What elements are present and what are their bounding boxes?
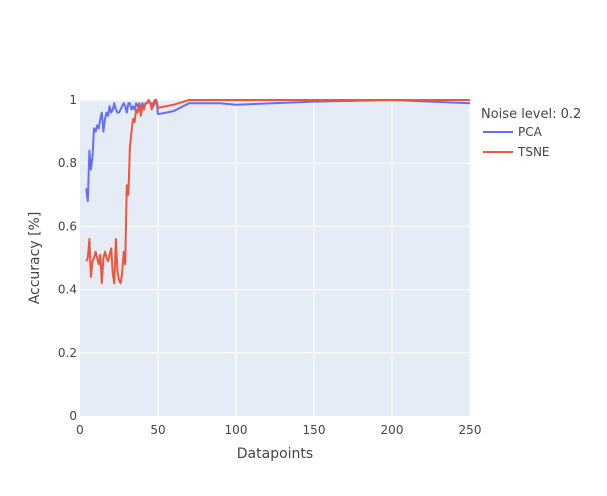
x-axis-ticks: 0 50 100 150 200 250 [76, 423, 481, 437]
y-axis-ticks: 0 0.2 0.4 0.6 0.8 1 [58, 93, 77, 423]
legend-label-tsne: TSNE [517, 145, 550, 159]
x-tick-label: 0 [76, 423, 84, 437]
y-tick-label: 1 [69, 93, 77, 107]
x-tick-label: 250 [459, 423, 482, 437]
y-axis-title: Accuracy [%] [27, 212, 43, 305]
legend-title: Noise level: 0.2 [481, 107, 581, 122]
legend-label-pca: PCA [518, 125, 543, 139]
legend: Noise level: 0.2 PCA TSNE [481, 107, 581, 159]
y-tick-label: 0.2 [58, 346, 77, 360]
series-lines [85, 99, 471, 285]
y-tick-label: 0.4 [58, 283, 77, 297]
x-tick-label: 100 [225, 423, 248, 437]
y-tick-label: 0.8 [58, 156, 77, 170]
x-tick-label: 200 [381, 423, 404, 437]
series-line-tsne [85, 99, 470, 285]
y-tick-label: 0 [69, 409, 77, 423]
plot-background [80, 100, 470, 416]
y-tick-label: 0.6 [58, 219, 77, 233]
x-tick-label: 150 [303, 423, 326, 437]
x-tick-label: 50 [150, 423, 165, 437]
x-axis-title: Datapoints [237, 446, 313, 462]
